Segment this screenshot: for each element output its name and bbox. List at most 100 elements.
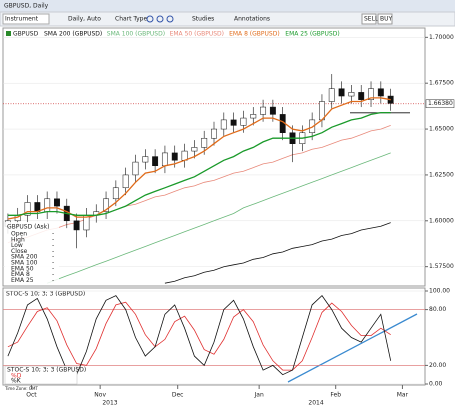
indicator-line xyxy=(47,152,391,284)
data-window-value: - xyxy=(52,236,54,243)
data-window-value: - xyxy=(52,260,54,267)
period-button[interactable]: Daily, Auto xyxy=(68,16,101,23)
y-tick-label: 0.00 xyxy=(429,381,443,388)
trend-line xyxy=(287,313,418,383)
x-tick-label: Dec xyxy=(172,392,184,399)
candle-body xyxy=(152,156,159,167)
sell-button-box[interactable] xyxy=(361,13,377,25)
indicator-line xyxy=(164,222,391,284)
data-window-label: SMA 200 xyxy=(11,254,38,261)
annotations-button[interactable]: Annotations xyxy=(234,16,270,23)
candle-body xyxy=(191,147,198,152)
data-window-value: - xyxy=(52,265,54,272)
y-tick-label: 80.00 xyxy=(429,306,446,313)
data-window-label: Close xyxy=(11,248,28,255)
data-window-label: EMA 50 xyxy=(11,265,34,272)
data-window-label: Low xyxy=(11,242,23,249)
legend-entry: EMA 25 (GBPUSD) xyxy=(285,31,339,38)
buy-button[interactable]: BUY xyxy=(380,16,393,23)
window-title: GBPUSD, Daily xyxy=(4,3,49,10)
y-tick-label: 100.00 xyxy=(429,288,450,295)
y-tick-label: 1.67500 xyxy=(429,80,454,87)
indicator-line xyxy=(7,301,391,371)
y-tick-label: 1.70000 xyxy=(429,34,454,41)
x-tick-label: Nov xyxy=(94,392,106,399)
candle-body xyxy=(112,187,119,200)
time-zone: Time Zone: GMT xyxy=(4,386,38,391)
data-window-value: - xyxy=(52,242,54,249)
candle-body xyxy=(230,119,237,126)
zoom-icons[interactable] xyxy=(146,15,174,23)
candle-body xyxy=(211,128,217,139)
legend-entry: EMA 8 (GBPUSD) xyxy=(229,31,280,38)
y-tick-label: 1.57500 xyxy=(429,263,454,270)
candle-body xyxy=(161,152,168,167)
data-window-value: - xyxy=(52,254,54,261)
candle-body xyxy=(122,174,129,189)
legend-entry: SMA 200 (GBPUSD) xyxy=(44,31,102,38)
x-tick-label: Jan xyxy=(254,392,264,399)
y-tick-label: 1.65000 xyxy=(429,126,454,133)
candle-body xyxy=(44,198,51,212)
data-window-value: - xyxy=(52,277,54,284)
data-window-value: - xyxy=(52,248,54,255)
candle-body xyxy=(24,202,31,216)
candle-body xyxy=(54,198,60,207)
data-window xyxy=(5,222,59,284)
panel-title: STOC-S 10; 3; 3 (GBPUSD) xyxy=(6,291,85,298)
candle-body xyxy=(250,114,257,119)
last-price-tag xyxy=(425,99,455,108)
candle-body xyxy=(73,220,80,231)
candle-body xyxy=(358,92,365,100)
candle-body xyxy=(309,119,316,133)
stoch-legend-entry: %K xyxy=(11,378,22,385)
candle-body xyxy=(181,150,188,161)
legend-entry: EMA 50 (GBPUSD) xyxy=(170,31,224,38)
data-window-label: EMA 25 xyxy=(11,277,34,284)
x-tick-label: Oct xyxy=(26,392,37,399)
indicator-line xyxy=(7,111,391,216)
candle-body xyxy=(328,88,335,102)
legend-entry: SMA 100 (GBPUSD) xyxy=(107,31,165,38)
last-price-label: 1.66380 xyxy=(428,100,453,107)
toolbar xyxy=(0,11,455,27)
data-window-label: High xyxy=(11,236,25,243)
candle-body xyxy=(338,88,345,97)
instrument-box[interactable] xyxy=(2,13,50,25)
candle-body xyxy=(348,92,355,97)
year-label: 2014 xyxy=(308,400,323,407)
year-label: 2013 xyxy=(102,400,117,407)
candle-body xyxy=(103,198,109,212)
candle-body xyxy=(201,137,208,148)
y-tick-label: 1.62500 xyxy=(429,171,454,178)
price-panel xyxy=(2,27,426,287)
candle-body xyxy=(240,117,247,126)
candle-body xyxy=(132,161,139,176)
candle-body xyxy=(171,152,178,161)
x-tick-label: Mar xyxy=(397,392,409,399)
buy-button-box[interactable] xyxy=(377,13,393,25)
y-tick-label: 1.60000 xyxy=(429,217,454,224)
candle-body xyxy=(269,106,276,115)
sell-button[interactable]: SELL xyxy=(364,16,379,23)
candle-body xyxy=(377,88,384,97)
title-bar xyxy=(0,0,455,12)
candle-body xyxy=(368,88,374,100)
studies-button[interactable]: Studies xyxy=(192,16,214,23)
stoch-legend-title: STOC-S 10; 3; 3 (GBPUSD) xyxy=(7,367,86,374)
legend-icon xyxy=(6,31,11,36)
data-window-label: EMA 8 xyxy=(11,271,30,278)
x-tick-label: Feb xyxy=(330,392,341,399)
chart-type-button[interactable]: Chart Type xyxy=(115,16,147,23)
data-window-label: SMA 100 xyxy=(11,260,38,267)
instrument-field[interactable]: Instrument xyxy=(5,16,39,23)
data-window-value: - xyxy=(52,231,54,238)
indicator-line xyxy=(7,125,391,244)
data-window-title: GBPUSD (Ask) xyxy=(7,224,50,231)
data-window-label: Open xyxy=(11,231,27,238)
data-window-value: - xyxy=(52,271,54,278)
candle-body xyxy=(220,119,227,130)
candle-body xyxy=(260,106,267,115)
y-tick-label: 20.00 xyxy=(429,362,446,369)
